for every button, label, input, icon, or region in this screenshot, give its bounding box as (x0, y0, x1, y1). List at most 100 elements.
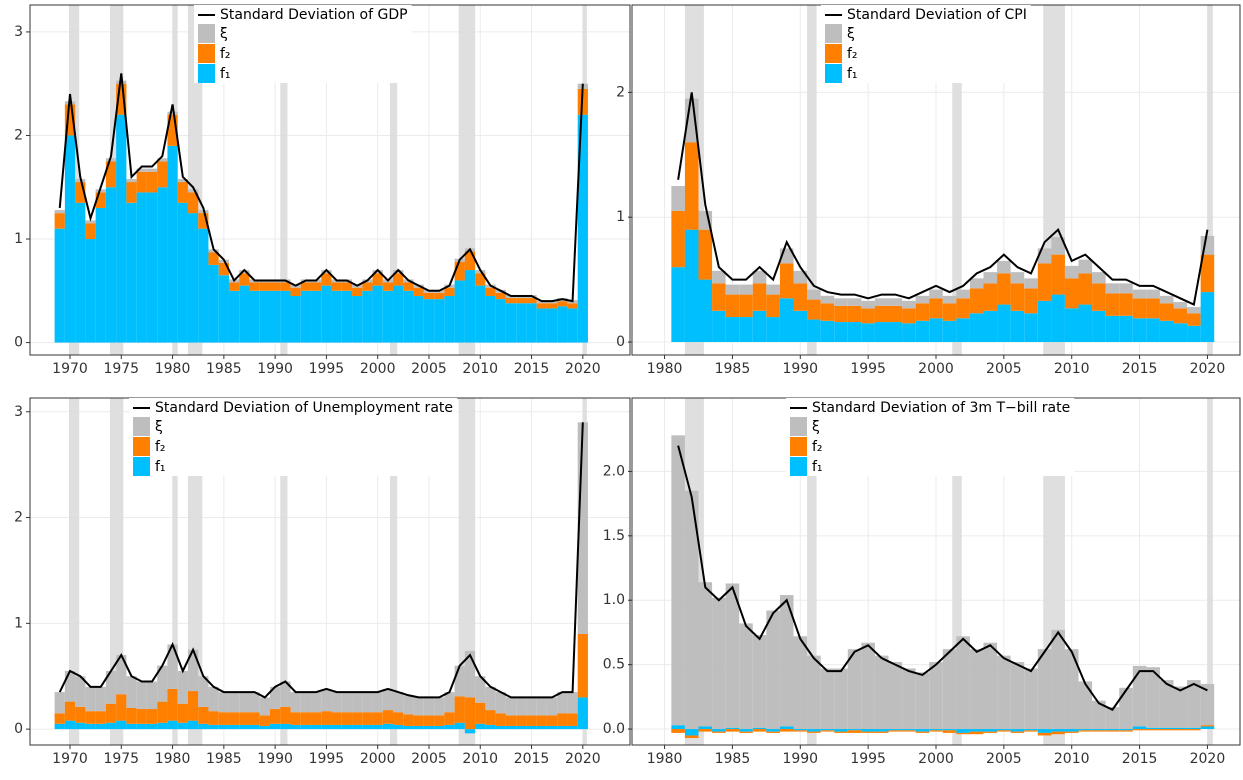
bar-segment (423, 715, 435, 726)
bar-segment (567, 303, 578, 309)
panel: 1980 1985 1990 1995 2000 2005 2010 2015 2020 0 1 2 S… (616, 4, 1241, 377)
bar-segment (270, 723, 281, 730)
bar-segment (505, 715, 517, 726)
bar-segment (1132, 729, 1147, 731)
bar-segment (847, 649, 862, 730)
bar-segment (228, 712, 240, 725)
x-tick-label: 1995 (850, 361, 886, 377)
recession-band (952, 398, 962, 745)
x-tick-label: 1980 (155, 751, 191, 767)
plot-area (632, 5, 1240, 355)
bar-segment (1187, 313, 1201, 326)
bar-segment (157, 701, 168, 723)
legend-label: Standard Deviation of Unemployment rate (155, 400, 453, 416)
bar-segment (983, 272, 998, 284)
bar-segment (834, 668, 848, 730)
x-tick-label: 1990 (257, 361, 293, 377)
bar-segment (779, 729, 794, 732)
bar-segment (280, 290, 291, 343)
bar-segment (1078, 273, 1093, 305)
bar-segment (1187, 680, 1201, 728)
bar-segment (1159, 729, 1174, 731)
y-tick-label: 3 (14, 24, 23, 40)
bar-segment (861, 729, 875, 732)
bar-segment (54, 723, 65, 730)
bar-segment (434, 292, 445, 300)
x-tick-label: 2010 (462, 751, 498, 767)
bar-segment (146, 681, 158, 710)
bar-segment (1132, 726, 1147, 730)
bar-segment (779, 263, 794, 299)
bar-segment (454, 261, 465, 281)
bar-segment (820, 295, 835, 304)
bar-segment (475, 273, 486, 286)
bar-segment (1051, 731, 1065, 735)
bar-segment (300, 290, 312, 343)
bar-segment (1024, 313, 1038, 343)
bar-segment (167, 111, 178, 115)
x-tick-label: 1970 (52, 361, 88, 377)
bar-segment (1200, 254, 1215, 293)
std-line (58, 73, 584, 303)
x-tick-label: 2010 (462, 361, 498, 377)
bar-segment (434, 725, 445, 730)
bar-segment (942, 303, 957, 321)
bar-segment (902, 323, 916, 343)
bar-segment (1159, 295, 1174, 304)
bar-segment (1010, 283, 1025, 311)
bar-segment (834, 305, 848, 323)
bar-segment (146, 723, 158, 730)
bar-segment (95, 723, 106, 730)
bar-segment (167, 688, 178, 721)
bar-segment (874, 731, 889, 733)
bar-segment (725, 729, 740, 732)
bar-segment (929, 662, 943, 730)
bar-segment (249, 712, 260, 725)
bar-segment (793, 310, 808, 343)
bar-segment (85, 711, 96, 724)
bar-segment (902, 668, 916, 730)
bar-segment (311, 724, 322, 730)
legend-key (198, 44, 215, 63)
bar-segment (239, 724, 250, 730)
bar-segment (739, 284, 753, 295)
bar-segment (146, 192, 158, 343)
bar-segment (167, 114, 178, 146)
bar-segment (372, 273, 383, 286)
bar-segment (874, 655, 889, 730)
bar-segment (698, 279, 713, 343)
bar-segment (1187, 307, 1201, 314)
bar-segment (902, 730, 916, 732)
bar-segment (684, 490, 699, 730)
bar-segment (1092, 729, 1106, 731)
bar-segment (454, 665, 465, 697)
y-tick-label: 1 (14, 615, 23, 631)
bar-segment (516, 298, 527, 304)
x-tick-label: 2015 (1122, 361, 1158, 377)
bar-segment (331, 692, 342, 713)
bar-segment (567, 692, 578, 714)
bar-segment (505, 697, 517, 716)
x-tick-label: 2005 (411, 751, 447, 767)
bar-segment (475, 723, 486, 730)
bar-segment (1092, 700, 1106, 730)
bar-segment (239, 712, 250, 725)
bar-segment (177, 722, 188, 730)
bar-segment (105, 703, 117, 723)
plot-area (632, 398, 1240, 745)
bar-segment (1173, 302, 1188, 309)
bar-segment (983, 283, 998, 311)
y-tick-label: 1 (14, 231, 23, 247)
bar-segment (352, 724, 363, 730)
bar-segment (495, 292, 506, 300)
bar-segment (249, 724, 260, 730)
recession-band (172, 398, 178, 745)
bar-segment (116, 83, 127, 115)
bar-segment (1064, 729, 1079, 732)
bar-segment (239, 270, 250, 274)
bar-segment (300, 712, 312, 725)
bar-segment (126, 723, 137, 730)
legend-key (198, 24, 215, 43)
bar-segment (820, 668, 835, 730)
bar-segment (64, 701, 76, 721)
